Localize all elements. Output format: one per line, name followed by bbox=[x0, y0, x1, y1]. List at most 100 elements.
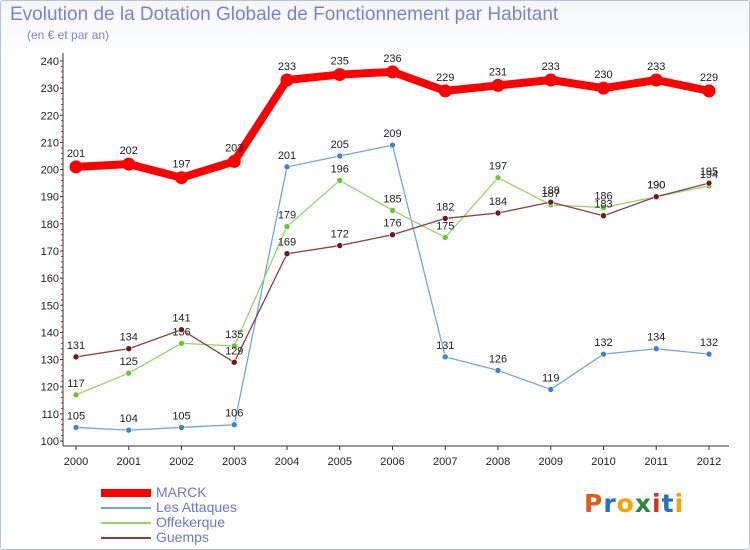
data-point bbox=[389, 231, 396, 239]
series-marck: 201 202 197 203 233 235 236 229 231 233 230 233 229 bbox=[67, 53, 718, 185]
data-label: 119 bbox=[542, 372, 560, 384]
y-tick-label: 100 bbox=[41, 436, 59, 448]
y-tick-label: 180 bbox=[41, 219, 59, 231]
y-minor-tick bbox=[61, 76, 63, 78]
data-point bbox=[547, 386, 555, 393]
y-minor-tick bbox=[61, 163, 63, 165]
y-minor-tick bbox=[61, 266, 63, 268]
data-point bbox=[491, 78, 505, 92]
data-label: 183 bbox=[594, 199, 612, 211]
data-label: 179 bbox=[278, 210, 296, 222]
y-minor-tick bbox=[61, 375, 63, 377]
y-minor-tick bbox=[61, 71, 63, 73]
data-label: 233 bbox=[647, 61, 665, 73]
y-minor-tick bbox=[61, 158, 63, 160]
data-label: 184 bbox=[489, 196, 507, 208]
y-minor-tick bbox=[61, 369, 63, 371]
y-minor-tick bbox=[61, 185, 63, 187]
data-point bbox=[230, 421, 238, 429]
data-point bbox=[705, 179, 713, 187]
x-tick-label: 2003 bbox=[222, 456, 246, 468]
x-tick-label: 2009 bbox=[539, 456, 563, 468]
x-tick-label: 2012 bbox=[697, 456, 721, 468]
y-minor-tick bbox=[61, 337, 63, 339]
y-tick-label: 120 bbox=[41, 382, 59, 394]
data-point bbox=[283, 250, 291, 258]
y-minor-tick bbox=[61, 136, 63, 138]
legend-swatch bbox=[101, 506, 151, 509]
data-label: 172 bbox=[331, 229, 349, 241]
data-point bbox=[386, 65, 399, 79]
data-label: 229 bbox=[700, 72, 718, 84]
data-label: 131 bbox=[436, 340, 454, 352]
y-minor-tick bbox=[61, 261, 63, 263]
data-label: 233 bbox=[542, 61, 560, 73]
data-point bbox=[336, 177, 344, 184]
data-point bbox=[600, 204, 607, 211]
data-label: 229 bbox=[436, 72, 454, 84]
data-point bbox=[441, 215, 449, 222]
y-minor-tick bbox=[61, 288, 63, 290]
x-tick-label: 2007 bbox=[433, 456, 457, 468]
data-label: 197 bbox=[489, 161, 507, 173]
legend-item-offekerque: Offekerque bbox=[101, 515, 237, 530]
data-point bbox=[652, 193, 660, 201]
y-minor-tick bbox=[61, 293, 63, 295]
x-tick-label: 2010 bbox=[591, 456, 615, 468]
data-label: 134 bbox=[647, 332, 665, 344]
data-label: 202 bbox=[120, 145, 138, 157]
y-minor-tick bbox=[61, 391, 63, 393]
data-point bbox=[600, 212, 607, 220]
data-label: 132 bbox=[594, 337, 612, 349]
data-label: 197 bbox=[172, 159, 190, 171]
y-minor-tick bbox=[61, 397, 63, 399]
data-label: 209 bbox=[383, 128, 401, 140]
x-tick-label: 2002 bbox=[169, 456, 193, 468]
y-minor-tick bbox=[61, 120, 63, 122]
y-minor-tick bbox=[61, 93, 63, 95]
y-minor-tick bbox=[61, 326, 63, 328]
data-label: 117 bbox=[67, 378, 85, 390]
legend-item-les-attaques: Les Attaques bbox=[101, 500, 237, 515]
data-point bbox=[702, 84, 716, 98]
data-label: 175 bbox=[436, 220, 454, 232]
data-point bbox=[597, 81, 610, 95]
series-les-attaques: 105 104 105 106 201 205 209 131 126 119 132 134 132 bbox=[67, 128, 718, 434]
x-tick-label: 2000 bbox=[64, 456, 88, 468]
data-label: 169 bbox=[278, 237, 296, 249]
y-tick-label: 230 bbox=[41, 83, 59, 95]
legend-item-guemps: Guemps bbox=[101, 530, 237, 545]
data-label: 125 bbox=[120, 356, 138, 368]
data-point bbox=[227, 154, 241, 168]
y-minor-tick bbox=[61, 272, 63, 274]
data-point bbox=[649, 73, 663, 87]
data-label: 129 bbox=[225, 345, 243, 357]
y-minor-tick bbox=[61, 234, 63, 236]
data-label: 196 bbox=[331, 163, 349, 175]
y-minor-tick bbox=[61, 310, 63, 312]
data-point bbox=[72, 424, 80, 431]
data-label: 203 bbox=[225, 142, 243, 154]
y-minor-tick bbox=[61, 174, 63, 176]
data-point bbox=[336, 152, 344, 160]
data-label: 188 bbox=[542, 185, 560, 197]
y-minor-tick bbox=[61, 418, 63, 420]
data-label: 131 bbox=[67, 340, 85, 352]
data-point bbox=[280, 73, 294, 87]
data-point bbox=[125, 426, 133, 434]
data-label: 190 bbox=[647, 180, 665, 192]
data-point bbox=[389, 206, 396, 214]
data-point bbox=[125, 345, 133, 353]
data-point bbox=[441, 353, 449, 361]
data-point bbox=[178, 424, 185, 431]
y-minor-tick bbox=[61, 82, 63, 84]
y-tick-label: 160 bbox=[41, 273, 59, 285]
series-guemps: 131 134 141 129 169 172 176 182 184 188 183 190 195 bbox=[67, 166, 718, 366]
data-point bbox=[230, 342, 238, 350]
y-minor-tick bbox=[61, 315, 63, 317]
data-label: 195 bbox=[700, 166, 718, 178]
y-minor-tick bbox=[61, 245, 63, 247]
x-tick-label: 2001 bbox=[117, 456, 141, 468]
